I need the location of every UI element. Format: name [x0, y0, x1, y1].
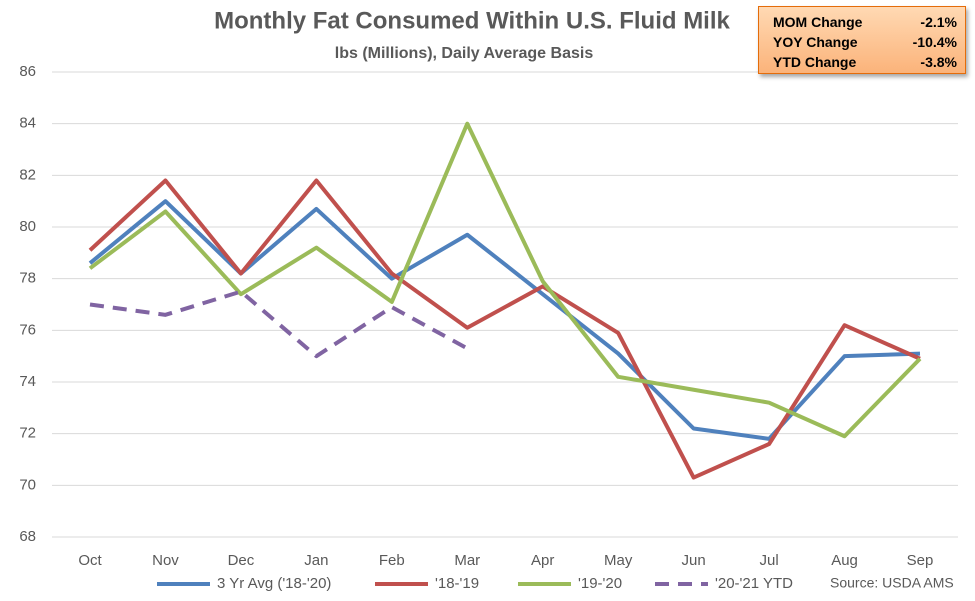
summary-value: -3.8%	[920, 54, 957, 70]
legend-label: 3 Yr Avg ('18-'20)	[217, 575, 331, 592]
y-tick-label: 82	[19, 166, 36, 183]
y-tick-label: 72	[19, 425, 36, 442]
y-tick-label: 84	[19, 115, 36, 132]
x-tick-label: Apr	[531, 552, 554, 569]
y-tick-label: 86	[19, 63, 36, 80]
y-tick-label: 70	[19, 476, 36, 493]
x-tick-label: Dec	[228, 552, 255, 569]
y-tick-label: 74	[19, 373, 36, 390]
summary-label: MOM Change	[773, 14, 863, 30]
summary-label: YOY Change	[773, 34, 858, 50]
chart-subtitle: lbs (Millions), Daily Average Basis	[335, 45, 594, 62]
summary-row: MOM Change -2.1%	[773, 12, 957, 32]
source-note: Source: USDA AMS	[830, 575, 954, 591]
x-tick-label: Nov	[152, 552, 179, 569]
x-tick-label: Sep	[907, 552, 934, 569]
y-tick-label: 78	[19, 270, 36, 287]
x-tick-label: Jan	[304, 552, 328, 569]
summary-row: YOY Change -10.4%	[773, 32, 957, 52]
y-tick-label: 76	[19, 321, 36, 338]
x-tick-label: Jun	[682, 552, 706, 569]
y-tick-label: 68	[19, 528, 36, 545]
series-line	[88, 121, 922, 439]
legend-label: '20-'21 YTD	[715, 575, 793, 592]
x-tick-label: Aug	[831, 552, 858, 569]
summary-box: MOM Change -2.1% YOY Change -10.4% YTD Chang…	[758, 6, 966, 74]
x-tick-label: Oct	[78, 552, 102, 569]
summary-label: YTD Change	[773, 54, 857, 70]
x-tick-label: Mar	[454, 552, 480, 569]
x-tick-label: May	[604, 552, 633, 569]
summary-value: -10.4%	[912, 34, 957, 50]
legend-label: '19-'20	[578, 575, 622, 592]
summary-value: -2.1%	[920, 14, 957, 30]
series-line	[89, 289, 469, 359]
x-tick-label: Jul	[759, 552, 778, 569]
summary-row: YTD Change -3.8%	[773, 52, 957, 72]
series-line	[88, 178, 921, 480]
chart-title: Monthly Fat Consumed Within U.S. Fluid M…	[214, 7, 730, 34]
x-tick-label: Feb	[379, 552, 405, 569]
y-tick-label: 80	[19, 218, 36, 235]
legend-label: '18-'19	[435, 575, 479, 592]
